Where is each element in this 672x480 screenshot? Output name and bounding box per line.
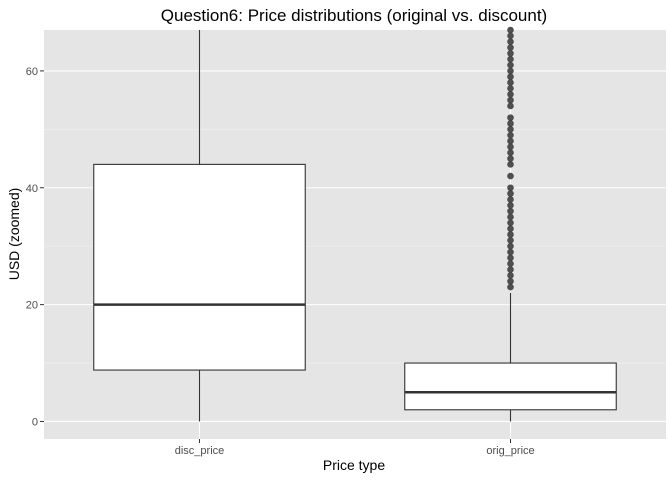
x-tick-label: disc_price: [175, 445, 225, 457]
outlier-point: [507, 272, 514, 279]
outlier-point: [507, 85, 514, 92]
outlier-point: [507, 155, 514, 162]
outlier-point: [507, 283, 514, 291]
x-axis: disc_price orig_price: [175, 439, 535, 457]
outlier-point: [507, 184, 514, 192]
outlier-point: [507, 102, 514, 110]
x-axis-title: Price type: [323, 457, 385, 473]
outlier-point: [507, 219, 514, 227]
outlier-point: [507, 254, 514, 262]
box-orig_price: [404, 26, 617, 422]
outlier-point: [507, 231, 514, 238]
iqr-box: [93, 163, 306, 371]
y-axis-title: USD (zoomed): [6, 188, 22, 281]
box-layer: [93, 26, 617, 422]
outlier-point: [507, 114, 514, 121]
outlier-point: [507, 225, 514, 232]
outlier-point: [507, 67, 514, 75]
outlier-point: [507, 260, 514, 268]
box-disc_price: [93, 30, 306, 422]
outlier-point: [507, 137, 514, 145]
outlier-point: [507, 149, 514, 156]
outlier-point: [507, 120, 514, 127]
outlier-point: [507, 32, 514, 40]
iqr-box: [404, 362, 617, 411]
y-tick-label: 60: [26, 66, 38, 78]
outlier-point: [507, 126, 514, 133]
outlier-point: [507, 73, 514, 81]
outlier-point: [507, 207, 514, 215]
outlier-point: [507, 50, 514, 57]
outlier-point: [507, 26, 514, 34]
outlier-point: [507, 242, 514, 250]
outlier-point: [507, 237, 514, 244]
y-tick-label: 40: [26, 183, 38, 195]
outlier-point: [507, 190, 514, 197]
y-tick-label: 20: [26, 300, 38, 312]
outlier-point: [507, 96, 514, 104]
outlier-point: [507, 38, 514, 45]
outlier-point: [507, 61, 514, 69]
outlier-point: [507, 161, 514, 168]
outlier-point: [507, 55, 514, 63]
y-axis: 0 20 40 60: [26, 66, 44, 428]
outlier-point: [507, 44, 514, 51]
outlier-point: [507, 277, 514, 285]
outlier-point: [507, 248, 514, 256]
outlier-point: [507, 143, 514, 151]
outlier-point: [507, 90, 514, 98]
outlier-point: [507, 131, 514, 139]
outlier-point: [507, 266, 514, 273]
y-tick-label: 0: [32, 416, 38, 428]
outlier-point: [507, 172, 514, 180]
outlier-point: [507, 201, 514, 209]
outlier-point: [507, 79, 514, 86]
chart-title: Question6: Price distributions (original…: [161, 6, 547, 25]
x-tick-label: orig_price: [486, 445, 534, 457]
outlier-point: [507, 196, 514, 203]
outlier-point: [507, 213, 514, 221]
